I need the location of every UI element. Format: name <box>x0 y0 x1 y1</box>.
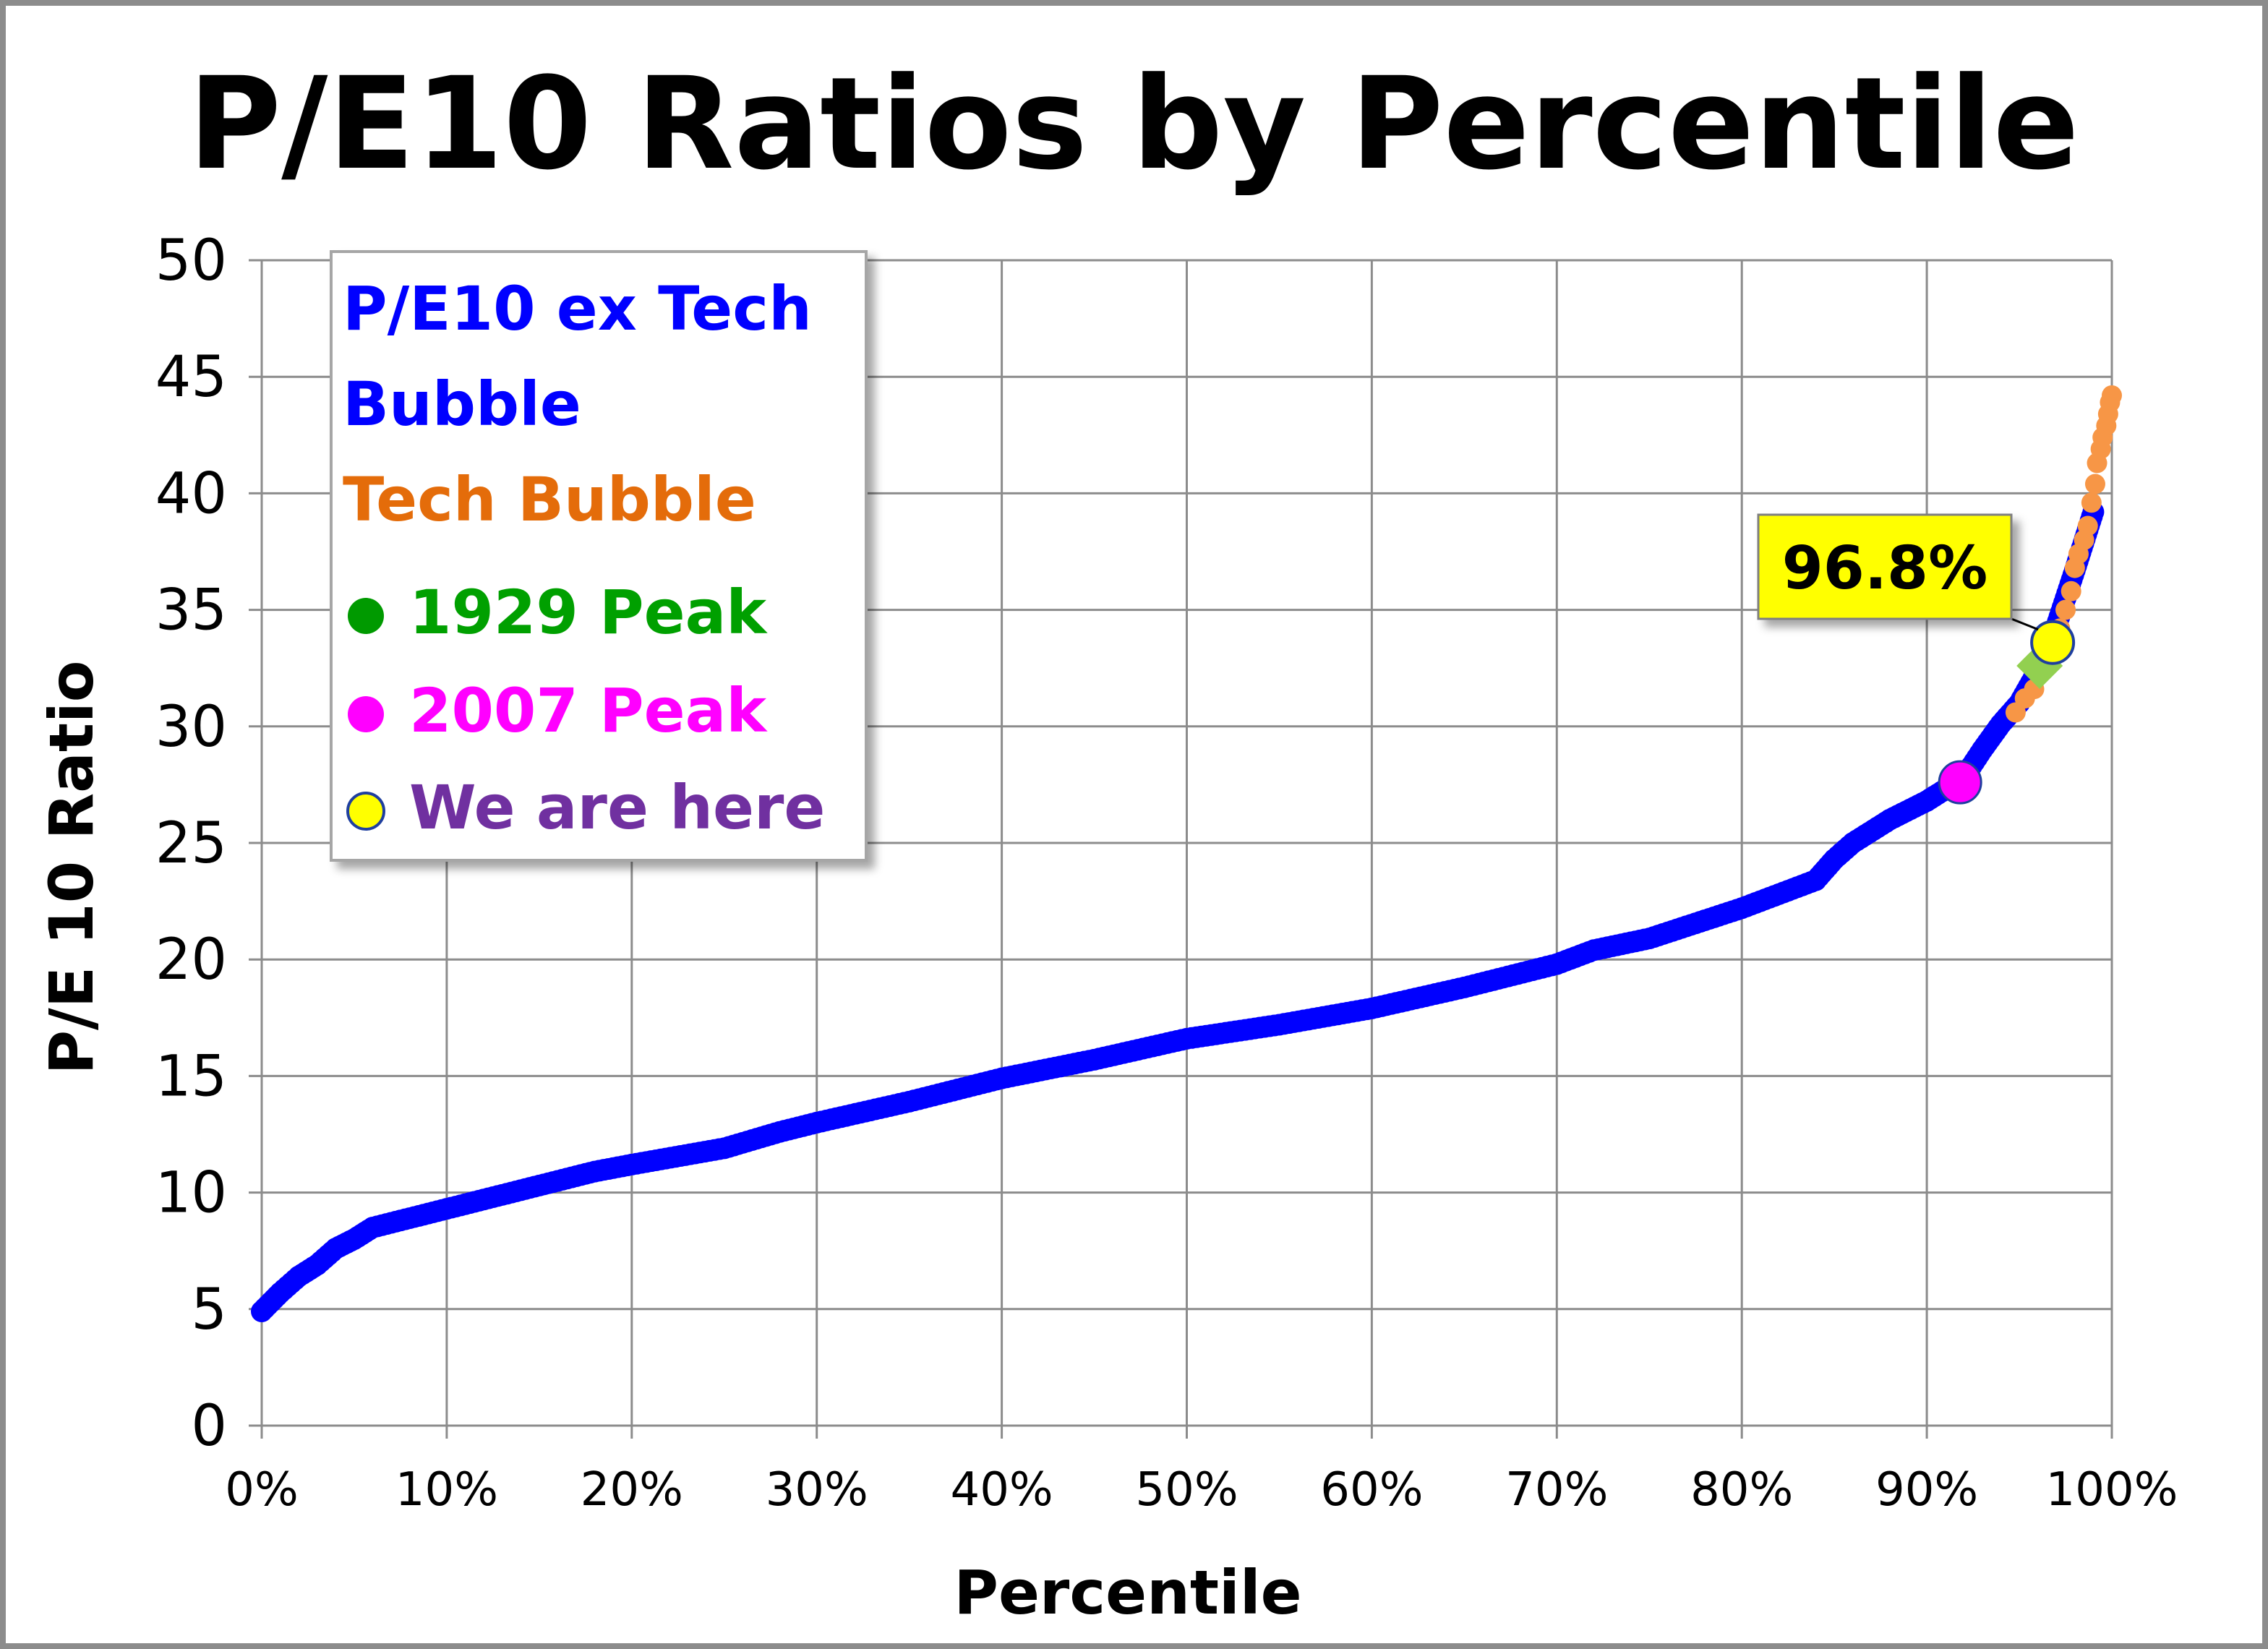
data-point-tech-bubble <box>2102 385 2122 406</box>
x-tick-label: 90% <box>1875 1463 1978 1517</box>
callout-annotation: 96.8% <box>1757 513 2039 631</box>
data-point-tech-bubble <box>2055 599 2076 620</box>
x-tick-label: 40% <box>950 1463 1053 1517</box>
y-tick-label: 35 <box>155 578 227 643</box>
gridlines <box>249 259 2113 1439</box>
y-tick-label: 30 <box>155 695 227 760</box>
y-tick-label: 10 <box>155 1161 227 1226</box>
y-tick-label: 45 <box>155 345 227 410</box>
y-tick-label: 40 <box>155 461 227 526</box>
data-point-tech-bubble <box>2084 474 2105 494</box>
chart-title: P/E10 Ratios by Percentile <box>188 50 2079 198</box>
y-tick-label: 50 <box>155 228 227 294</box>
x-tick-label: 50% <box>1135 1463 1238 1517</box>
y-tick-labels: 0 5 10 15 20 25 30 35 40 45 50 <box>155 228 227 1459</box>
y-tick-label: 25 <box>155 811 227 876</box>
x-tick-label: 30% <box>766 1463 868 1517</box>
data-point-tech-bubble <box>2061 581 2081 601</box>
x-tick-label: 20% <box>581 1463 683 1517</box>
highlight-points <box>1938 620 2076 805</box>
x-tick-labels: 0% 10% 20% 30% 40% 50% 60% 70% 80% 90% 100% <box>225 1463 2178 1517</box>
x-axis-title: Percentile <box>954 1557 1301 1628</box>
legend-item-we-are-here: We are here <box>409 772 825 843</box>
x-tick-label: 100% <box>2046 1463 2178 1517</box>
x-tick-label: 0% <box>225 1463 299 1517</box>
x-tick-label: 80% <box>1690 1463 1793 1517</box>
legend-item-ex-tech-line2: Bubble <box>343 369 581 440</box>
legend-marker-2007-icon <box>348 696 384 732</box>
legend-item-1929-peak: 1929 Peak <box>409 577 768 648</box>
y-axis-title: P/E 10 Ratio <box>36 660 107 1074</box>
legend-box <box>330 250 868 862</box>
data-point-we-are-here <box>2030 620 2076 665</box>
y-tick-label: 0 <box>191 1394 227 1459</box>
data-point-2007-peak <box>1938 760 1982 805</box>
x-tick-label: 70% <box>1505 1463 1608 1517</box>
legend-item-tech-bubble: Tech Bubble <box>343 464 756 535</box>
legend-marker-1929-icon <box>348 598 384 634</box>
legend-item-2007-peak: 2007 Peak <box>409 675 768 746</box>
legend-item-ex-tech-line1: P/E10 ex Tech <box>343 273 812 344</box>
y-tick-label: 20 <box>155 928 227 993</box>
data-point-tech-bubble <box>2081 492 2102 513</box>
legend-marker-we-are-here-icon <box>346 792 385 831</box>
legend: P/E10 ex Tech Bubble Tech Bubble 1929 Pe… <box>330 250 868 862</box>
series-pe10-ex-tech-bubble <box>251 501 2105 1323</box>
x-tick-label: 10% <box>395 1463 498 1517</box>
callout-box <box>1757 513 2013 620</box>
data-point-tech-bubble <box>2077 515 2098 536</box>
y-tick-label: 15 <box>155 1044 227 1109</box>
x-tick-label: 60% <box>1320 1463 1423 1517</box>
y-tick-label: 5 <box>191 1277 227 1342</box>
callout-leader-line <box>2011 617 2039 631</box>
callout-label: 96.8% <box>1782 534 1987 603</box>
